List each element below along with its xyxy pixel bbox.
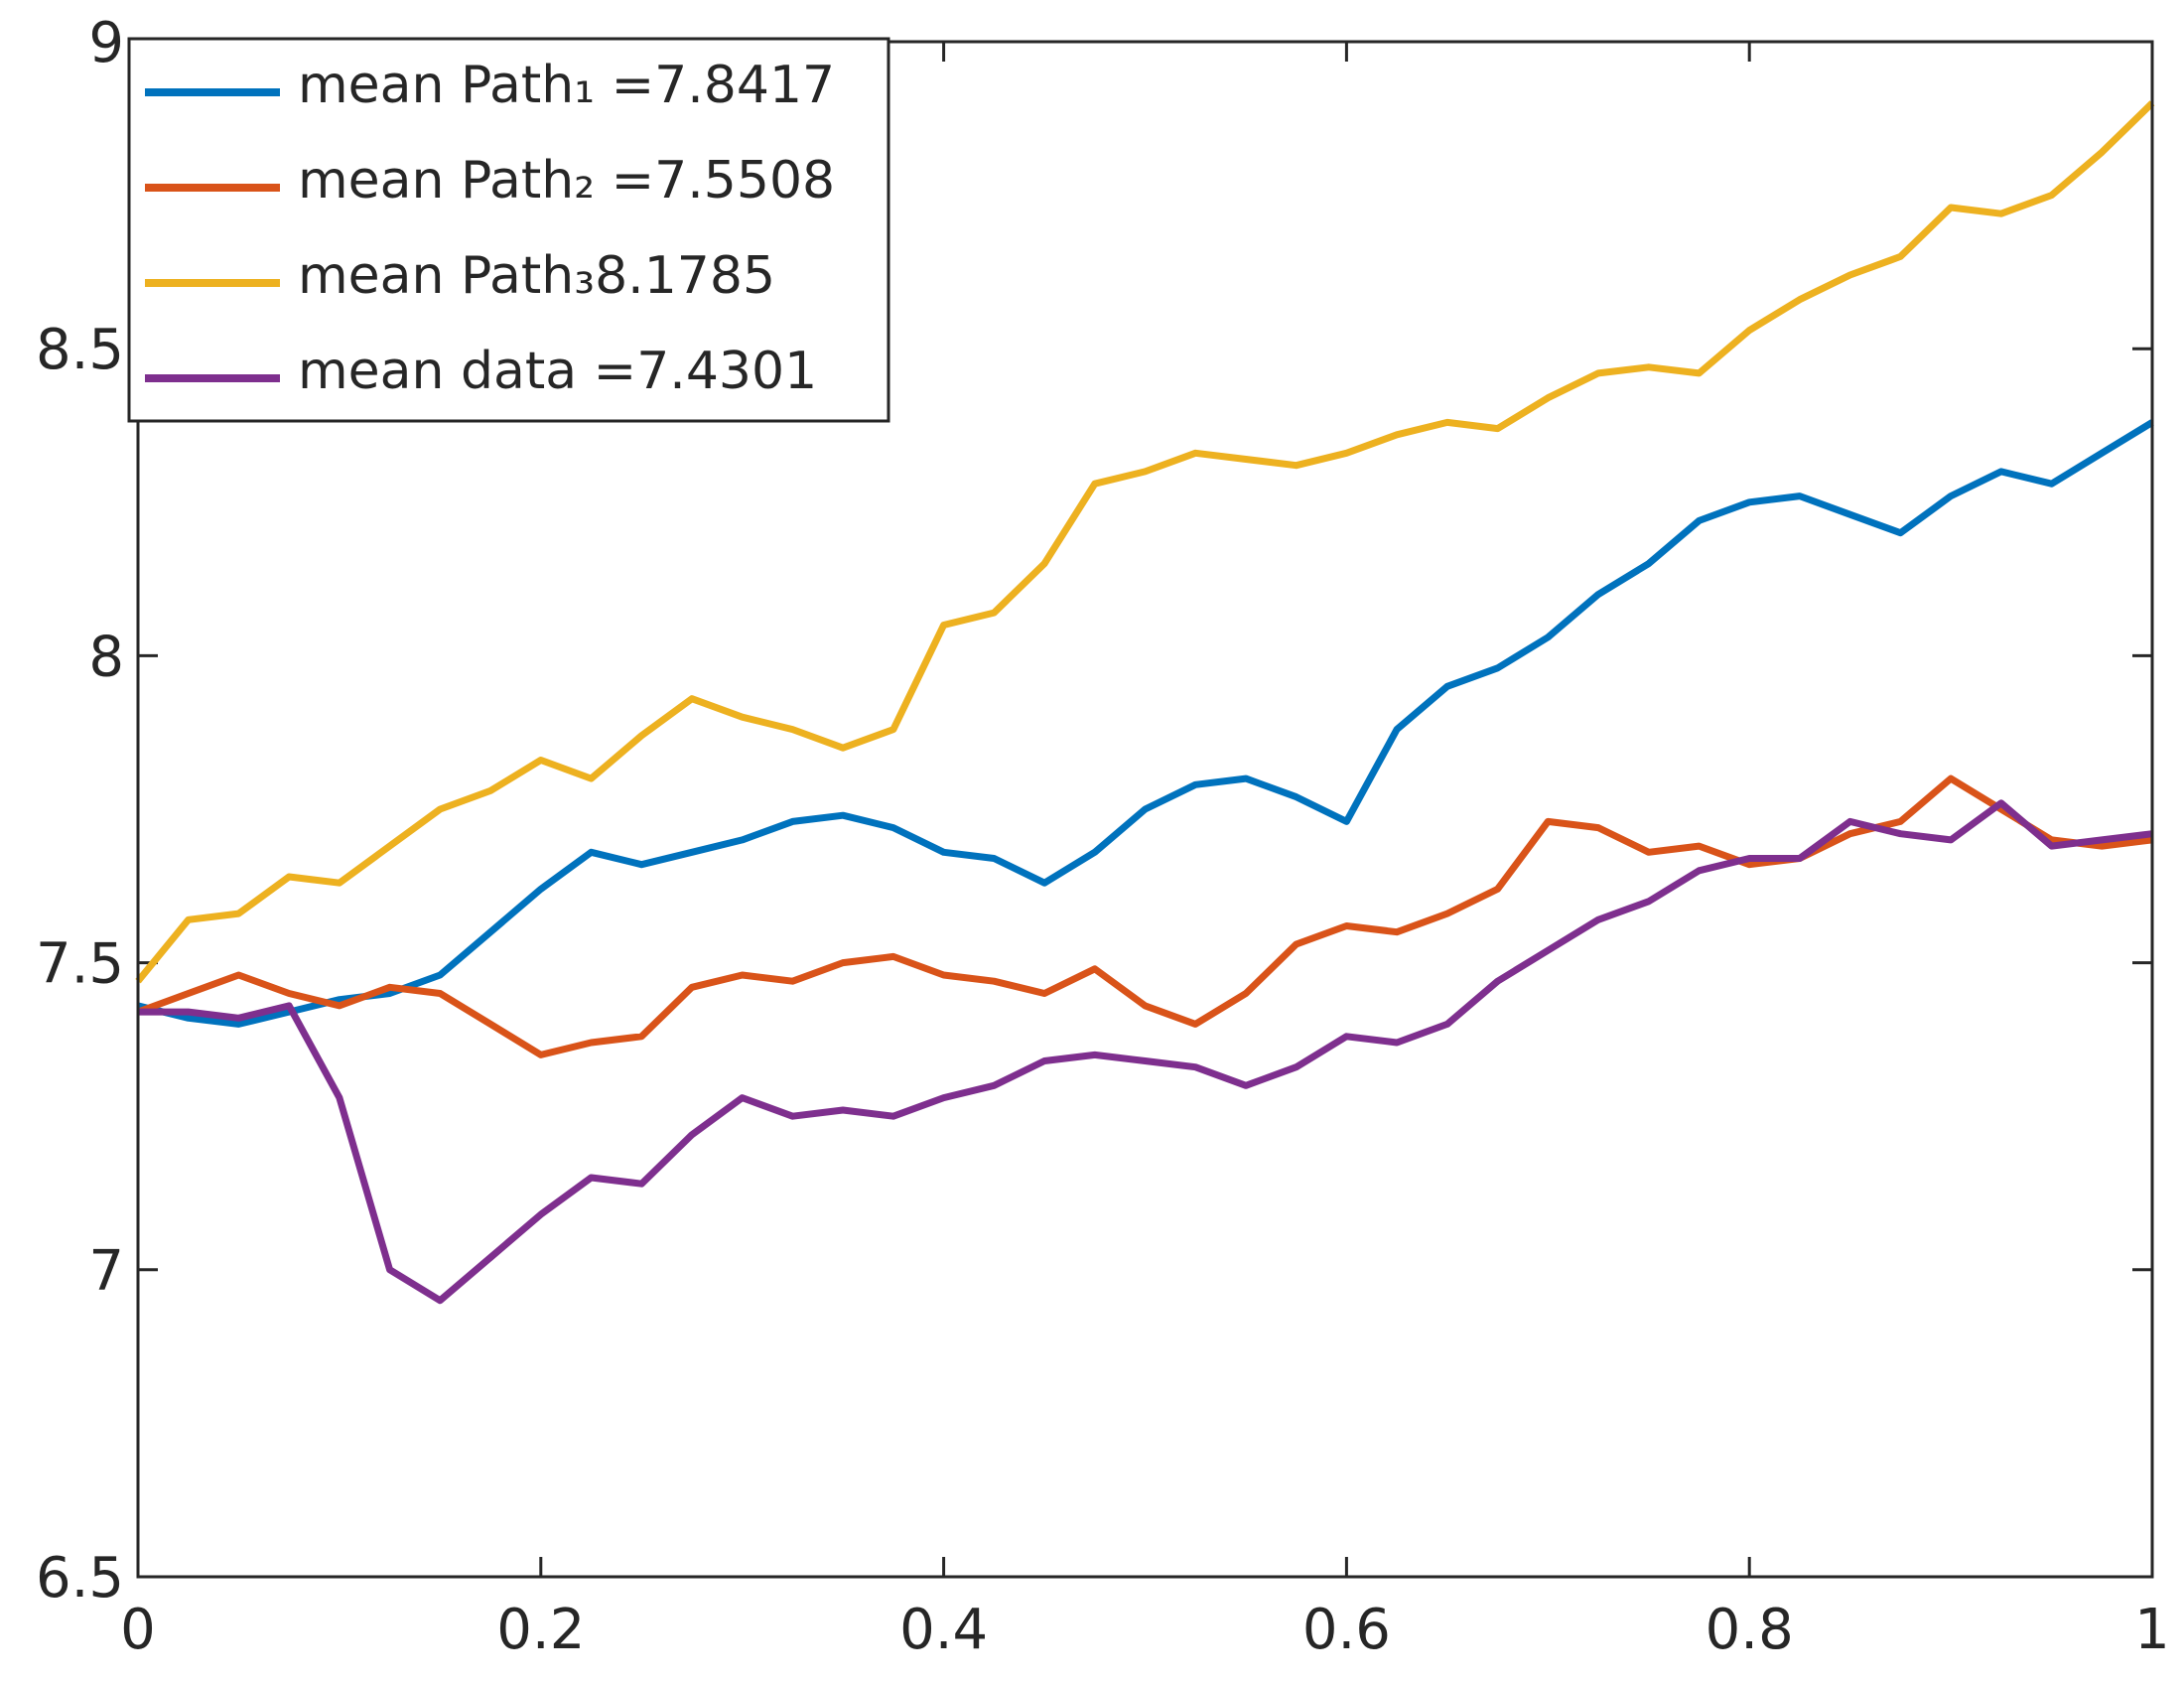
y-tick-label: 8 <box>88 625 124 689</box>
y-tick-label: 6.5 <box>36 1546 124 1611</box>
series-line <box>137 419 2154 1028</box>
legend-label: mean Path₁ =7.8417 <box>298 56 835 115</box>
x-tick-label: 0.6 <box>1302 1598 1391 1662</box>
legend-label: mean Path₃8.1785 <box>298 246 775 306</box>
x-tick-label: 0.2 <box>496 1598 585 1662</box>
x-tick-label: 1 <box>2134 1598 2170 1662</box>
y-tick-label: 7.5 <box>36 932 124 997</box>
x-tick-label: 0 <box>120 1598 156 1662</box>
legend-label: mean Path₂ =7.5508 <box>298 151 835 211</box>
legend-box <box>127 37 890 423</box>
y-tick-label: 8.5 <box>36 318 124 382</box>
axes-frame <box>136 40 2154 1579</box>
y-tick-label: 7 <box>88 1239 124 1304</box>
x-tick-label: 0.8 <box>1706 1598 1794 1662</box>
x-tick-label: 0.4 <box>899 1598 988 1662</box>
y-tick-label: 9 <box>88 11 124 75</box>
legend-label: mean data =7.4301 <box>298 342 817 401</box>
series-line <box>135 100 2155 984</box>
legend: mean Path₁ =7.8417 mean Path₂ =7.5508 mean… <box>127 37 890 423</box>
series-line <box>138 799 2153 1305</box>
